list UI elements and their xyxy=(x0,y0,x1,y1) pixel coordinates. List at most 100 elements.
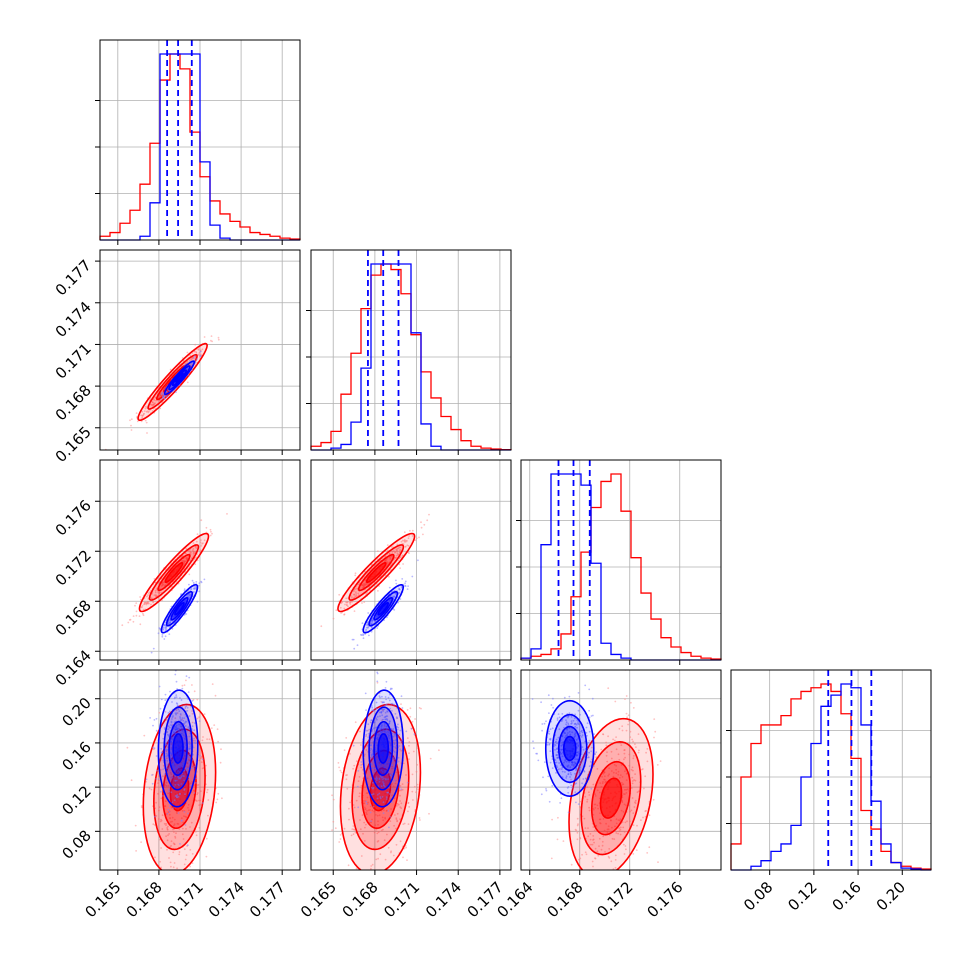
pair-panel-3-2-blue-density-3 xyxy=(378,602,389,615)
pair-panel-3-1-red-contour-1 xyxy=(148,544,200,601)
xtick-label-1-1: 0.168 xyxy=(123,878,166,921)
ytick-label-2-3: 0.174 xyxy=(52,298,95,341)
xtick-label-2-0: 0.165 xyxy=(297,878,340,921)
pair-panel-3-1-blue-contour-0 xyxy=(160,583,199,634)
pair-panel-3-2-bg xyxy=(311,460,511,660)
xtick-label-2-2: 0.171 xyxy=(380,878,423,921)
hist-panel-3-frame xyxy=(520,459,722,661)
hist-panel-1 xyxy=(95,39,301,241)
hist-3-red-series xyxy=(520,473,722,660)
xtick-label-1-0: 0.165 xyxy=(82,878,125,921)
pair-panel-4-2-blue-density-3 xyxy=(378,733,389,764)
pair-panel-3-1-red-contour-3 xyxy=(164,561,184,584)
ytick-label-2-0: 0.165 xyxy=(52,423,95,466)
pair-panel-4-3-content xyxy=(531,670,662,870)
pair-panel-3-2-red-contour-0 xyxy=(337,532,416,613)
pair-panel-4-2-blue-contour-3 xyxy=(377,733,390,764)
xtick-label-1-3: 0.174 xyxy=(205,878,248,921)
xtick-label-4-1: 0.12 xyxy=(784,878,820,914)
ytick-label-3-3: 0.176 xyxy=(52,496,95,539)
pair-panel-4-3-red-contour-1 xyxy=(580,741,642,856)
pair-panel-3-2-red-contour-1 xyxy=(348,544,405,601)
pair-panel-4-1-blue-contour-2 xyxy=(168,720,188,776)
hist-panel-4-frame xyxy=(730,669,932,871)
ytick-label-4-2: 0.16 xyxy=(58,738,94,774)
pair-panel-4-3-blue-contour-0 xyxy=(544,699,595,797)
pair-panel-3-1-red-contour-0 xyxy=(138,532,210,613)
hist-panel-4 xyxy=(726,669,932,871)
pair-panel-4-1-content xyxy=(126,670,223,870)
xtick-label-3-1: 0.168 xyxy=(543,878,586,921)
pair-panel-4-1-blue-contour-1 xyxy=(163,706,193,791)
xtick-label-4-3: 0.20 xyxy=(873,878,909,914)
ytick-label-2-4: 0.177 xyxy=(52,256,95,299)
pair-panel-3-2-red-contour-3 xyxy=(365,561,387,584)
hist-panel-3 xyxy=(516,459,722,661)
pair-panel-3-2 xyxy=(310,459,512,661)
pair-panel-2-1 xyxy=(99,249,301,451)
pair-panel-3-2-blue-contour-0 xyxy=(362,583,405,634)
pair-panel-4-2 xyxy=(310,669,512,871)
pair-panel-3-2-red-contour-2 xyxy=(357,553,395,592)
hist-panel-2-frame xyxy=(310,249,512,451)
pair-panel-3-1-blue-contour-3 xyxy=(174,601,185,616)
pair-panel-4-1 xyxy=(99,669,301,871)
pair-panel-4-3-red-contour-0 xyxy=(568,717,654,870)
pair-panel-3-2-frame xyxy=(310,459,512,661)
ytick-label-4-1: 0.12 xyxy=(58,782,94,818)
pair-panel-4-3 xyxy=(520,669,722,871)
pair-panel-4-1-blue-contour-3 xyxy=(172,733,184,764)
ytick-label-2-2: 0.171 xyxy=(52,340,95,383)
pair-panel-3-1-red-density-3 xyxy=(165,562,183,583)
pair-panel-2-1-content xyxy=(104,335,220,450)
pair-panel-4-3-red-density-3 xyxy=(600,778,622,819)
pair-panel-3-1-blue-contour-1 xyxy=(165,590,194,627)
pair-panel-4-3-blue-contour-2 xyxy=(557,725,582,772)
pair-panel-3-1-blue-density-3 xyxy=(174,602,184,615)
pair-panel-4-3-blue-contour-3 xyxy=(562,735,577,762)
pair-panel-3-1-content xyxy=(121,513,228,654)
ytick-label-4-0: 0.08 xyxy=(58,826,94,862)
xtick-label-2-1: 0.168 xyxy=(339,878,382,921)
pair-panel-4-2-red-contour-1 xyxy=(351,728,410,851)
xtick-label-3-3: 0.176 xyxy=(643,878,686,921)
hist-4-blue-series xyxy=(731,683,931,871)
hist-panel-2 xyxy=(306,249,512,451)
pair-panel-4-2-blue-contour-2 xyxy=(373,720,394,776)
xtick-label-4-2: 0.16 xyxy=(829,878,865,914)
ytick-label-3-1: 0.168 xyxy=(52,596,95,639)
pair-panel-4-3-blue-contour-1 xyxy=(551,713,588,784)
pair-panel-3-2-red-density-3 xyxy=(366,562,386,583)
pair-panel-4-3-bg xyxy=(521,670,721,870)
xtick-label-4-0: 0.08 xyxy=(740,878,776,914)
xtick-label-1-4: 0.177 xyxy=(246,878,289,921)
pair-panel-4-2-blue-contour-1 xyxy=(368,706,399,791)
pair-panel-4-3-red-contour-3 xyxy=(599,777,623,819)
pair-panel-4-2-red-contour-2 xyxy=(361,749,400,830)
pair-panel-2-1-blue-contour-1 xyxy=(168,365,191,391)
pair-panel-4-2-content xyxy=(331,671,440,870)
pair-panel-3-2-content xyxy=(320,513,430,650)
pair-panel-2-1-blue-contour-0 xyxy=(163,360,196,396)
xtick-label-3-2: 0.172 xyxy=(593,878,636,921)
pair-panel-4-2-blue-contour-0 xyxy=(362,689,405,808)
pair-panel-4-1-blue-density-3 xyxy=(173,733,184,764)
xtick-label-2-3: 0.174 xyxy=(422,878,465,921)
pair-panel-3-2-blue-contour-2 xyxy=(373,596,394,621)
ytick-label-3-2: 0.172 xyxy=(52,546,95,589)
pair-panel-3-1-blue-contour-2 xyxy=(170,596,189,621)
pair-panel-2-1-blue-contour-2 xyxy=(171,369,188,387)
ytick-label-4-3: 0.20 xyxy=(58,694,94,730)
ytick-label-2-1: 0.168 xyxy=(52,381,95,424)
pair-panel-4-1-red-contour-1 xyxy=(153,728,206,851)
pair-panel-4-1-red-contour-0 xyxy=(142,703,217,870)
pair-panel-2-1-blue-contour-3 xyxy=(174,372,184,383)
pair-panel-3-1-red-contour-2 xyxy=(157,553,191,592)
pair-panel-3-1 xyxy=(99,459,301,661)
pair-panel-4-3-blue-density-3 xyxy=(563,736,576,761)
ytick-label-3-0: 0.164 xyxy=(52,646,95,689)
xtick-label-1-2: 0.171 xyxy=(164,878,207,921)
pair-panel-4-2-red-contour-0 xyxy=(339,703,422,870)
pair-panel-4-2-frame xyxy=(310,669,512,871)
